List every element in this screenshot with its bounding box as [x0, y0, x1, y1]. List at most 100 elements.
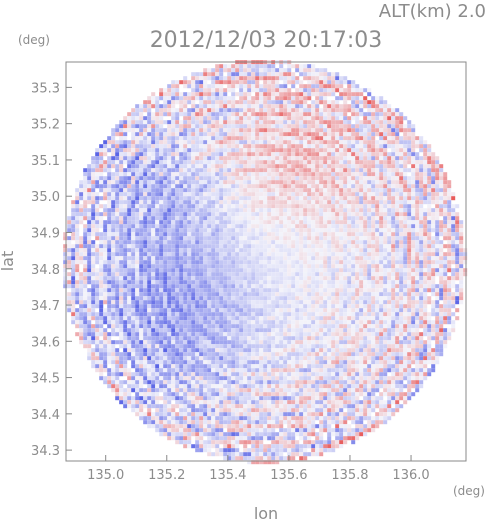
radar-cell — [291, 116, 296, 121]
radar-cell — [235, 168, 240, 173]
radar-cell — [139, 204, 144, 209]
radar-cell — [295, 120, 300, 125]
radar-cell — [227, 240, 232, 245]
radar-cell — [411, 220, 416, 225]
radar-cell — [339, 168, 344, 173]
radar-cell — [75, 300, 80, 305]
radar-cell — [455, 256, 460, 261]
radar-cell — [227, 296, 232, 301]
radar-cell — [307, 108, 312, 113]
radar-cell — [355, 100, 360, 105]
radar-cell — [135, 132, 140, 137]
radar-cell — [319, 248, 324, 253]
radar-cell — [79, 260, 84, 265]
radar-cell — [91, 244, 96, 249]
radar-cell — [347, 292, 352, 297]
radar-cell — [167, 192, 172, 197]
radar-cell — [423, 224, 428, 229]
radar-cell — [407, 192, 412, 197]
radar-cell — [327, 76, 332, 81]
radar-cell — [87, 288, 92, 293]
radar-cell — [91, 224, 96, 229]
radar-cell — [187, 200, 192, 205]
radar-cell — [383, 100, 388, 105]
radar-cell — [399, 264, 404, 269]
radar-cell — [371, 152, 376, 157]
radar-cell — [235, 220, 240, 225]
radar-cell — [343, 300, 348, 305]
radar-cell — [255, 72, 260, 77]
radar-cell — [171, 220, 176, 225]
radar-cell — [183, 272, 188, 277]
radar-cell — [155, 228, 160, 233]
radar-cell — [315, 268, 320, 273]
radar-cell — [151, 248, 156, 253]
radar-cell — [267, 204, 272, 209]
radar-cell — [251, 244, 256, 249]
radar-cell — [367, 220, 372, 225]
radar-cell — [399, 288, 404, 293]
radar-cell — [307, 180, 312, 185]
radar-cell — [211, 224, 216, 229]
radar-cell — [259, 188, 264, 193]
radar-cell — [267, 148, 272, 153]
radar-cell — [259, 288, 264, 293]
radar-cell — [415, 192, 420, 197]
radar-cell — [275, 96, 280, 101]
radar-cell — [263, 164, 268, 169]
radar-cell — [91, 180, 96, 185]
radar-cell — [323, 160, 328, 165]
radar-cell — [371, 108, 376, 113]
radar-cell — [255, 160, 260, 165]
radar-cell — [163, 256, 168, 261]
radar-cell — [463, 260, 468, 265]
radar-cell — [319, 168, 324, 173]
radar-cell — [259, 272, 264, 277]
radar-cell — [367, 204, 372, 209]
radar-cell — [239, 132, 244, 137]
radar-cell — [311, 152, 316, 157]
radar-cell — [235, 148, 240, 153]
radar-cell — [299, 252, 304, 257]
radar-cell — [423, 188, 428, 193]
radar-cell — [263, 124, 268, 129]
radar-cell — [431, 272, 436, 277]
radar-cell — [71, 304, 76, 309]
radar-cell — [143, 284, 148, 289]
radar-cell — [367, 276, 372, 281]
radar-cell — [395, 156, 400, 161]
radar-cell — [155, 236, 160, 241]
radar-cell — [303, 256, 308, 261]
radar-cell — [363, 100, 368, 105]
y-unit-label: (deg) — [18, 33, 50, 47]
radar-cell — [83, 176, 88, 181]
radar-cell — [223, 196, 228, 201]
radar-cell — [415, 248, 420, 253]
radar-cell — [323, 168, 328, 173]
radar-cell — [139, 104, 144, 109]
radar-cell — [303, 252, 308, 257]
radar-cell — [391, 276, 396, 281]
radar-cell — [387, 128, 392, 133]
radar-cell — [147, 156, 152, 161]
radar-cell — [299, 300, 304, 305]
radar-cell — [267, 276, 272, 281]
radar-cell — [383, 272, 388, 277]
radar-cell — [331, 288, 336, 293]
radar-cell — [275, 284, 280, 289]
radar-cell — [223, 236, 228, 241]
radar-cell — [107, 236, 112, 241]
radar-cell — [283, 236, 288, 241]
radar-cell — [339, 152, 344, 157]
radar-cell — [447, 180, 452, 185]
radar-cell — [103, 196, 108, 201]
radar-cell — [151, 196, 156, 201]
radar-cell — [279, 92, 284, 97]
radar-cell — [315, 252, 320, 257]
radar-cell — [415, 180, 420, 185]
radar-cell — [327, 108, 332, 113]
radar-cell — [91, 188, 96, 193]
radar-cell — [223, 260, 228, 265]
radar-cell — [351, 128, 356, 133]
radar-cell — [423, 264, 428, 269]
